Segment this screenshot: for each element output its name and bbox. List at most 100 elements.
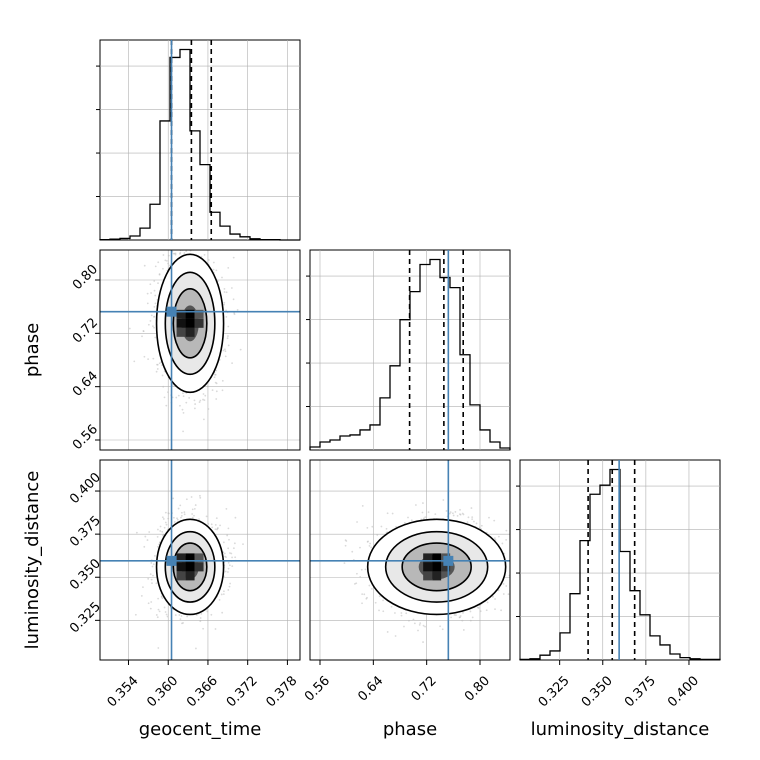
- sample-point: [234, 556, 237, 559]
- sample-point: [154, 265, 157, 268]
- sample-point: [204, 394, 207, 397]
- sample-point: [369, 542, 372, 545]
- sample-point: [165, 613, 168, 616]
- sample-point: [182, 411, 185, 414]
- sample-point: [221, 389, 224, 392]
- sample-point: [162, 518, 165, 520]
- xlabel-luminosity-distance: luminosity_distance: [531, 719, 710, 740]
- sample-point: [227, 547, 230, 550]
- sample-point: [424, 625, 426, 628]
- sample-point: [172, 497, 175, 500]
- truth-marker: [443, 555, 454, 566]
- sample-point: [361, 593, 364, 596]
- sample-point: [390, 605, 393, 608]
- sample-point: [212, 261, 215, 264]
- sample-point: [224, 350, 227, 353]
- sample-point: [199, 620, 202, 623]
- sample-point: [214, 528, 217, 531]
- sample-point: [164, 611, 167, 613]
- sample-point: [493, 519, 496, 522]
- sample-point: [190, 496, 193, 498]
- ytick-label: 0.325: [67, 599, 104, 636]
- sample-point: [456, 514, 459, 517]
- sample-point: [134, 613, 137, 616]
- sample-point: [202, 398, 204, 401]
- sample-point: [180, 511, 183, 514]
- sample-point: [223, 301, 226, 304]
- sample-point: [215, 382, 218, 385]
- sample-point: [199, 496, 202, 499]
- sample-point: [153, 554, 156, 557]
- sample-point: [488, 516, 490, 519]
- sample-point: [147, 577, 150, 580]
- sample-point: [371, 587, 373, 590]
- sample-point: [419, 622, 422, 625]
- sample-point: [216, 528, 218, 531]
- sample-point: [229, 582, 232, 585]
- sample-point: [143, 545, 146, 548]
- sample-point: [480, 524, 483, 527]
- sample-point: [191, 508, 194, 511]
- density-bin: [185, 571, 195, 581]
- sample-point: [234, 516, 237, 519]
- sample-point: [158, 362, 161, 365]
- sample-point: [493, 537, 496, 539]
- sample-point: [355, 582, 358, 585]
- sample-point: [188, 244, 190, 246]
- sample-point: [391, 512, 394, 515]
- sample-point: [194, 403, 197, 405]
- sample-point: [164, 521, 167, 524]
- sample-point: [211, 389, 214, 392]
- sample-point: [427, 511, 430, 514]
- sample-point: [366, 526, 369, 529]
- sample-point: [163, 526, 166, 529]
- sample-point: [198, 401, 201, 403]
- sample-point: [378, 609, 380, 612]
- sample-point: [221, 379, 224, 382]
- sample-point: [213, 376, 216, 379]
- sample-point: [365, 597, 368, 600]
- hist-step-luminosity_distance: [519, 468, 721, 661]
- sample-point: [222, 349, 225, 352]
- sample-point: [494, 608, 496, 610]
- sample-point: [215, 390, 218, 393]
- sample-point: [518, 598, 520, 600]
- sample-point: [161, 530, 164, 533]
- sample-point: [149, 607, 152, 610]
- panel-content: [310, 460, 520, 660]
- sample-point: [150, 314, 153, 317]
- sample-point: [156, 616, 159, 619]
- sample-point: [142, 330, 145, 332]
- sample-point: [494, 598, 496, 600]
- sample-point: [143, 355, 146, 358]
- sample-point: [359, 576, 362, 578]
- density-bin: [432, 562, 442, 572]
- sample-point: [227, 325, 230, 328]
- sample-point: [173, 521, 176, 523]
- sample-point: [512, 540, 514, 542]
- sample-point: [154, 336, 157, 339]
- density-bin: [176, 553, 186, 563]
- sample-point: [150, 562, 153, 564]
- sample-point: [166, 259, 168, 262]
- sample-point: [156, 545, 159, 548]
- sample-point: [455, 614, 457, 617]
- sample-point: [167, 517, 170, 520]
- ytick-label: 0.80: [70, 262, 101, 293]
- sample-point: [497, 535, 500, 538]
- sample-point: [380, 525, 383, 528]
- panel-frame: [309, 459, 511, 661]
- sample-point: [417, 629, 419, 632]
- sample-point: [232, 256, 235, 259]
- sample-point: [207, 385, 209, 388]
- sample-point: [195, 241, 197, 243]
- hist-step-geocent_time: [99, 48, 300, 241]
- sample-point: [152, 357, 155, 360]
- sample-point: [174, 614, 177, 616]
- sample-point: [502, 593, 505, 595]
- sample-point: [515, 533, 517, 535]
- sample-point: [157, 528, 159, 531]
- sample-point: [167, 254, 170, 257]
- sample-point: [182, 392, 184, 395]
- sample-point: [191, 516, 194, 519]
